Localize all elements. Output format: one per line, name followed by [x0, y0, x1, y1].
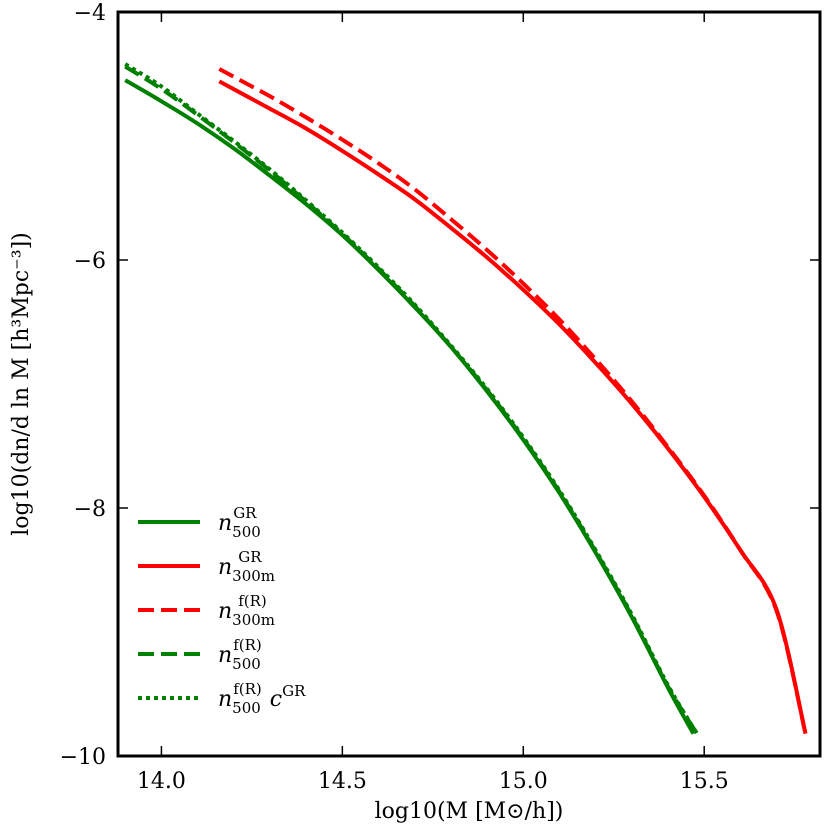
legend-entry: n300mf(R) — [138, 592, 275, 629]
plot-frame — [116, 10, 822, 758]
series-layer — [124, 62, 808, 735]
y-tick-label: −6 — [74, 249, 106, 274]
y-axis-label: log10(dn/d ln M [h³Mpc⁻³]) — [9, 232, 34, 536]
legend-entry: n300mGR — [138, 548, 275, 585]
legend-label: n500f(R) cGR — [218, 680, 306, 717]
x-tick-label: 14.5 — [318, 769, 367, 794]
series-line-2 — [218, 79, 808, 735]
ticks-layer: 14.0 14.5 15.0 15.5 −10 −8 −6 −4 — [60, 1, 820, 794]
x-tick-label: 15.0 — [499, 769, 548, 794]
legend-entry: n500GR — [138, 504, 261, 541]
legend-entry: n500f(R) — [138, 636, 262, 673]
y-tick-label: −4 — [74, 1, 106, 26]
y-tick-label: −8 — [74, 497, 106, 522]
legend-label: n300mGR — [218, 548, 275, 585]
series-line-5 — [124, 62, 699, 735]
legend-entry: n500f(R) cGR — [138, 680, 306, 717]
legend-label: n500GR — [218, 504, 261, 541]
legend-label: n300mf(R) — [218, 592, 275, 629]
y-tick-label: −10 — [60, 745, 106, 770]
x-tick-label: 14.0 — [137, 769, 186, 794]
x-tick-label: 15.5 — [680, 769, 729, 794]
series-line-3 — [218, 67, 808, 735]
legend: n500GR n300mGR n300mf(R) n500f(R) n500f(R) cG… — [138, 504, 306, 717]
legend-label: n500f(R) — [218, 636, 262, 673]
x-axis-label: log10(M [M⊙/h]) — [375, 799, 564, 824]
